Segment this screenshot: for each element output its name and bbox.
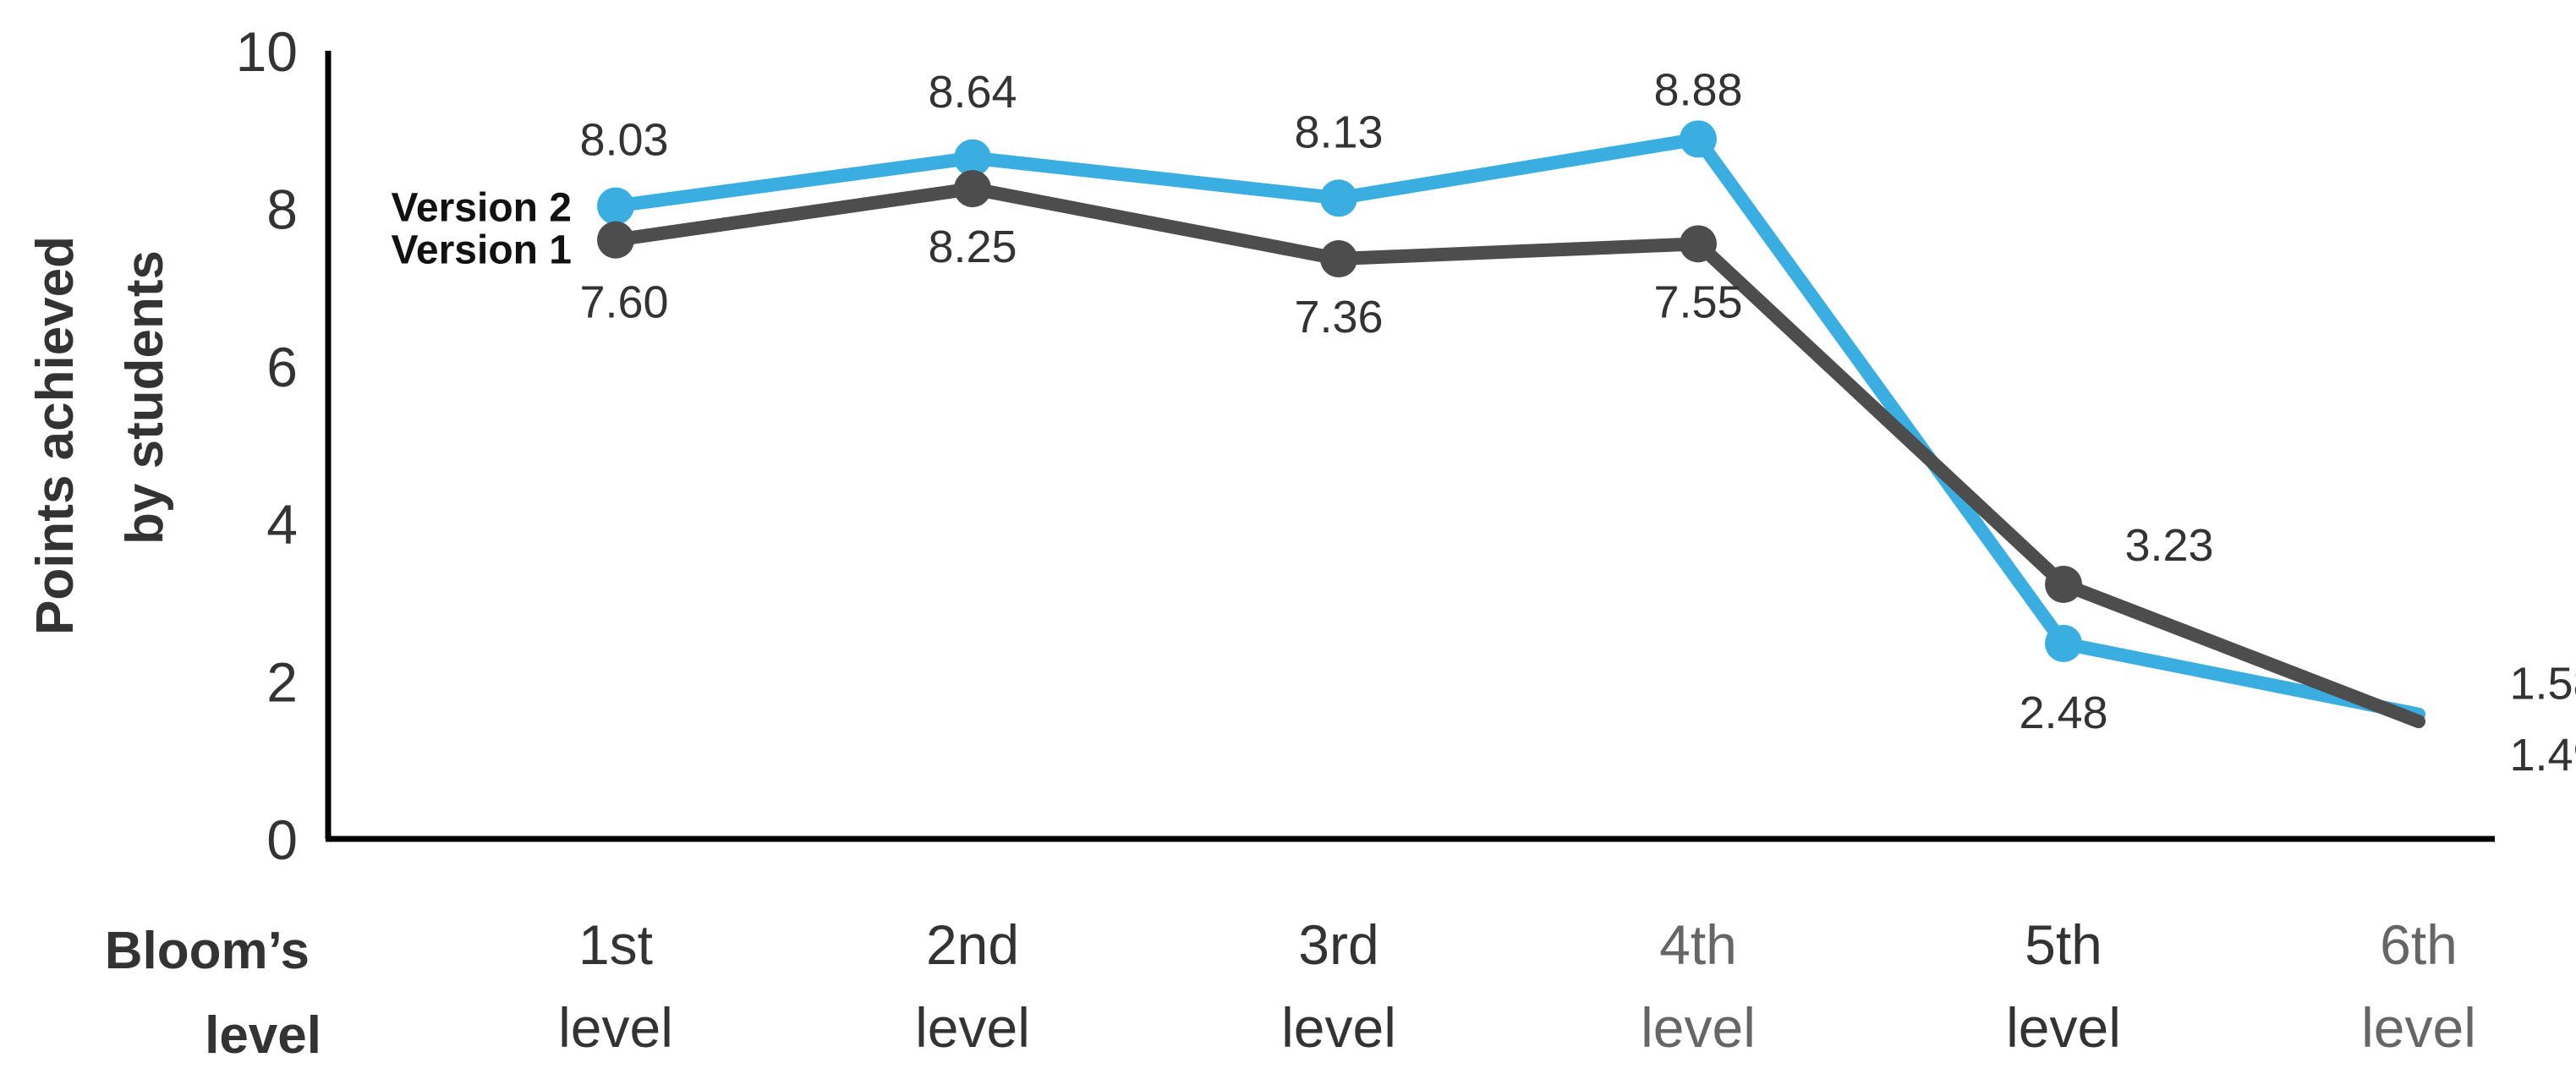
data-label-version-1: 8.25 [928,222,1017,272]
y-tick-label: 6 [266,336,298,398]
y-tick-label: 10 [236,20,298,83]
series-line-version-2 [609,132,2425,721]
category-label-line-1: 5th [2025,913,2102,976]
axes [325,51,2495,842]
data-label-version-1: 7.60 [579,277,668,328]
data-label-version-1: 7.55 [1653,277,1742,327]
category-label-line-1: 6th [2380,913,2458,976]
category-labels: 1st level 2nd level 3rd level 4th level 5th level… [558,913,2476,1059]
data-point-version-1 [1680,225,1717,263]
category-label-line-2: level [558,996,673,1059]
category-label-line-1: 1st [578,913,653,976]
y-tick-label: 4 [266,493,298,556]
x-axis-title: Bloom’s level [105,922,321,1065]
data-point-version-2 [597,187,634,225]
data-label-version-2: 8.13 [1294,107,1383,157]
data-point-version-1 [1320,240,1357,278]
data-point-version-2 [954,139,991,177]
data-label-version-2: 2.48 [2019,688,2107,738]
x-axis-title-line-1: Bloom’s [105,922,310,980]
y-axis-title-line-2: by students [116,250,174,545]
data-point-version-2 [2045,624,2082,662]
category-label-line-1: 4th [1659,913,1737,976]
data-point-version-1 [597,221,634,259]
data-point-version-2 [1680,120,1717,158]
data-labels: 8.03 8.64 8.13 8.88 2.48 1.58 7.60 8.25 7.36 7.55… [579,64,2576,781]
category-label-line-2: level [915,996,1030,1059]
y-axis-title: Points achieved by students [26,236,174,635]
y-tick-label: 2 [266,651,298,714]
series-label-version-2: Version 2 [392,186,572,231]
category-label-line-2: level [1281,996,1396,1059]
data-label-version-1: 1.49 [2509,730,2576,781]
category-label-line-1: 2nd [926,913,1019,976]
data-label-version-1: 7.36 [1294,292,1383,342]
data-point-version-1 [954,170,991,208]
data-label-version-1: 3.23 [2124,520,2213,571]
series-line-version-1 [609,182,2425,729]
category-label-line-2: level [2361,996,2476,1059]
data-label-version-2: 1.58 [2509,659,2576,710]
data-point-version-2 [1320,179,1357,217]
y-tick-label: 0 [266,808,298,871]
y-axis-title-line-1: Points achieved [26,236,85,635]
category-label-line-1: 3rd [1298,913,1378,976]
data-label-version-2: 8.03 [579,115,668,166]
y-tick-label: 8 [266,178,298,240]
series-layer [597,120,2425,729]
y-tick-labels: 0 2 4 6 8 10 [236,20,298,871]
category-label-line-2: level [1641,996,1756,1059]
data-label-version-2: 8.88 [1653,64,1742,115]
data-label-version-2: 8.64 [928,67,1017,118]
x-axis-title-line-2: level [205,1006,321,1065]
data-point-version-1 [2045,565,2082,603]
series-label-version-1: Version 1 [392,228,572,273]
category-label-line-2: level [2006,996,2121,1059]
